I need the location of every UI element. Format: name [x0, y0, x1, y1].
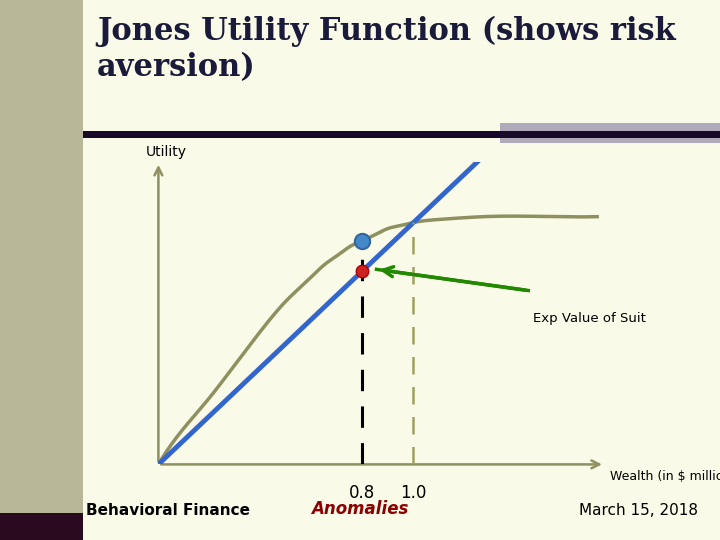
Text: Utility: Utility: [145, 145, 186, 159]
Text: Behavioral Finance: Behavioral Finance: [86, 503, 251, 518]
Text: Wealth (in $ millions): Wealth (in $ millions): [610, 470, 720, 483]
Text: Jones Utility Function (shows risk
aversion): Jones Utility Function (shows risk avers…: [97, 16, 676, 83]
Text: 1.0: 1.0: [400, 484, 427, 502]
Text: Anomalies: Anomalies: [311, 501, 409, 518]
Text: Exp Value of Suit: Exp Value of Suit: [534, 312, 647, 325]
Text: March 15, 2018: March 15, 2018: [580, 503, 698, 518]
Text: 0.8: 0.8: [349, 484, 376, 502]
